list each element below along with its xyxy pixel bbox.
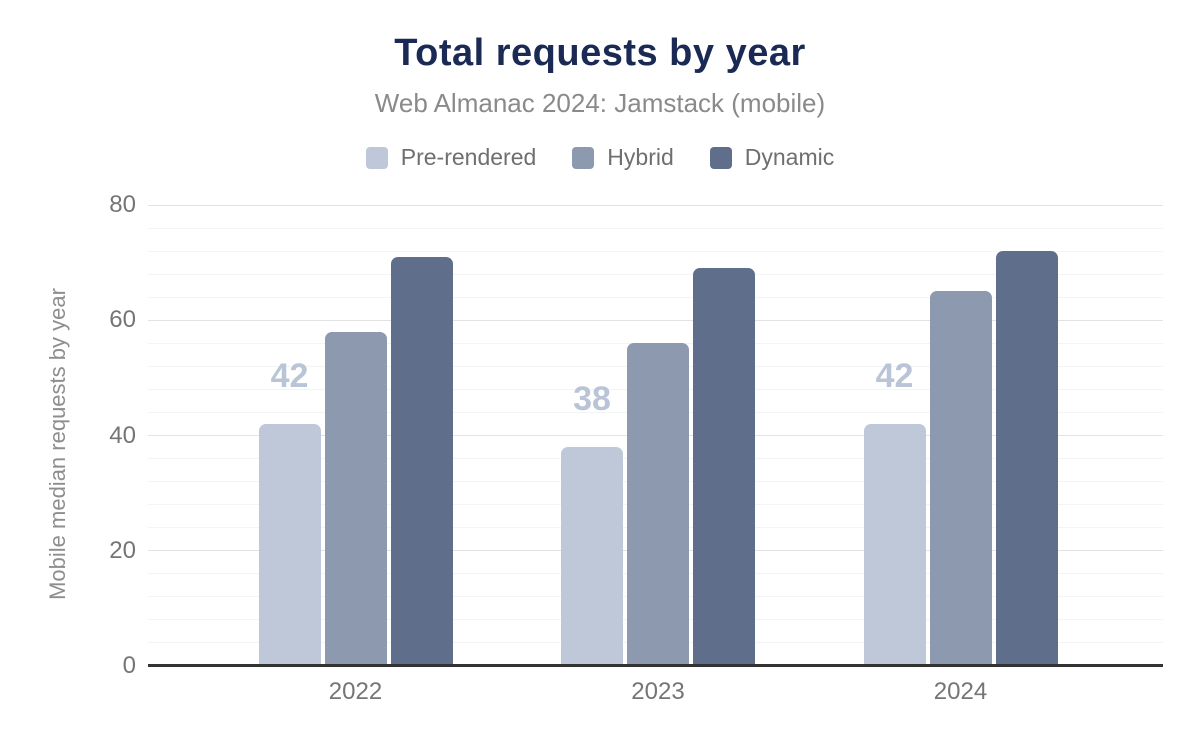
bar-pre-rendered-2023 bbox=[561, 447, 623, 666]
legend-item-dynamic: Dynamic bbox=[709, 144, 835, 171]
gridline-major bbox=[148, 319, 1163, 321]
gridline-minor bbox=[148, 273, 1163, 275]
legend-label: Dynamic bbox=[744, 144, 835, 170]
gridline-minor bbox=[148, 227, 1163, 229]
x-tick-label: 2023 bbox=[631, 678, 685, 705]
chart-subtitle: Web Almanac 2024: Jamstack (mobile) bbox=[374, 88, 826, 118]
legend: Pre-rendered Hybrid Dynamic bbox=[0, 144, 1200, 171]
bar-value-label: 38 bbox=[573, 380, 611, 419]
gridline-minor bbox=[148, 250, 1163, 252]
legend-item-hybrid: Hybrid bbox=[572, 144, 674, 171]
y-tick-label: 20 bbox=[109, 536, 136, 564]
bar-pre-rendered-2024 bbox=[863, 423, 926, 666]
bar-hybrid-2023 bbox=[627, 343, 689, 666]
x-tick-label: 2024 bbox=[933, 678, 988, 705]
x-tick-label: 2022 bbox=[328, 678, 383, 705]
x-axis-line bbox=[148, 664, 1163, 667]
y-tick-label: 40 bbox=[109, 421, 136, 449]
y-tick-label: 80 bbox=[109, 191, 136, 218]
bar-hybrid-2024 bbox=[929, 291, 992, 666]
bar-value-label: 42 bbox=[875, 356, 914, 395]
legend-swatch-icon bbox=[365, 146, 388, 169]
bar-dynamic-2024 bbox=[995, 251, 1058, 666]
legend-label: Pre-rendered bbox=[400, 144, 537, 170]
bar-value-label: 42 bbox=[270, 356, 309, 395]
gridline-major bbox=[148, 204, 1163, 206]
legend-label: Hybrid bbox=[607, 144, 674, 170]
chart-title: Total requests by year bbox=[394, 32, 806, 74]
plot-area: 0 20 40 60 80 42 2022 38 2023 42 2024 bbox=[109, 192, 1163, 705]
bar-hybrid-2022 bbox=[324, 331, 387, 666]
legend-swatch-icon bbox=[572, 146, 595, 169]
bar-dynamic-2023 bbox=[693, 268, 755, 666]
legend-item-pre-rendered: Pre-rendered bbox=[365, 144, 537, 171]
y-tick-label: 60 bbox=[109, 306, 136, 334]
bar-dynamic-2022 bbox=[390, 256, 453, 666]
bar-pre-rendered-2022 bbox=[258, 423, 321, 666]
gridline-minor bbox=[148, 296, 1163, 298]
y-tick-label: 0 bbox=[122, 652, 136, 679]
legend-swatch-icon bbox=[709, 146, 732, 169]
